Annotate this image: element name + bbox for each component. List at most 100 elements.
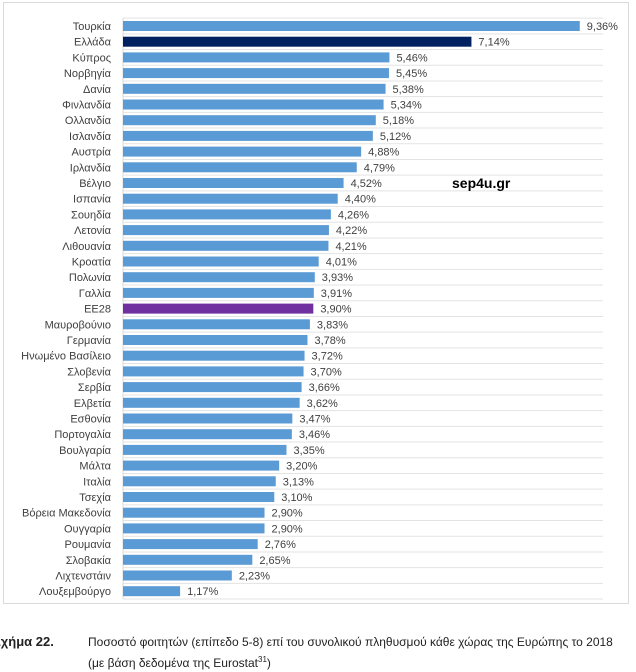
category-label: Νορβηγία — [64, 68, 112, 80]
category-label: Πολωνία — [69, 272, 112, 284]
category-label: Ισπανία — [73, 194, 112, 206]
caption-text: Ποσοστό φοιτητών (επίπεδο 5-8) επί του σ… — [88, 635, 613, 670]
data-label: 4,40% — [345, 194, 376, 206]
category-label: Σουηδία — [71, 209, 112, 221]
data-label: 2,90% — [272, 523, 303, 535]
watermark: sep4u.gr — [452, 175, 511, 191]
bar — [123, 444, 287, 455]
bar — [123, 586, 181, 597]
data-label: 3,46% — [299, 429, 330, 441]
caption-close: ) — [266, 656, 271, 670]
category-label: Ιταλία — [83, 476, 112, 488]
category-label: Λιχτενστάιν — [55, 571, 111, 583]
data-label: 4,22% — [336, 225, 367, 237]
bar — [123, 319, 310, 330]
data-label: 5,38% — [393, 84, 424, 96]
category-label: Σλοβακία — [66, 555, 112, 567]
bar — [123, 287, 314, 298]
bar — [123, 209, 331, 220]
category-label: Φινλανδία — [62, 100, 111, 112]
data-label: 3,10% — [281, 492, 312, 504]
bar — [123, 554, 253, 565]
data-label: 4,88% — [368, 147, 399, 159]
category-label: Μάλτα — [79, 461, 111, 473]
data-label: 7,14% — [478, 37, 509, 49]
chart-frame — [3, 2, 629, 604]
bar — [123, 570, 232, 581]
data-label: 5,46% — [396, 52, 427, 64]
bar — [123, 256, 319, 267]
data-label: 5,34% — [391, 100, 422, 112]
figure-number: Σχήμα 22. — [0, 634, 54, 649]
data-label: 5,18% — [383, 115, 414, 127]
category-label: Γαλλία — [79, 288, 112, 300]
category-label: Λιθουανία — [62, 241, 111, 253]
bar — [123, 366, 304, 377]
data-label: 9,36% — [587, 21, 618, 33]
bar-chart: Τουρκία 9,36% Ελλάδα 7,14% Κύπρος 5,46% Νορβηγ… — [21, 17, 618, 600]
category-label: Πορτογαλία — [54, 429, 111, 441]
bar — [123, 460, 280, 471]
data-label: 2,76% — [265, 539, 296, 551]
category-label: Ηνωμένο Βασίλειο — [21, 351, 111, 363]
category-label: ΕΕ28 — [84, 304, 111, 316]
data-label: 3,93% — [322, 272, 353, 284]
figure-caption: Ποσοστό φοιτητών (επίπεδο 5-8) επί του σ… — [88, 634, 628, 672]
data-label: 3,47% — [299, 414, 330, 426]
category-label: Λετονία — [74, 225, 112, 237]
bar — [123, 68, 389, 79]
category-label: Τουρκία — [73, 21, 112, 33]
bar — [123, 303, 314, 314]
category-label: Αυστρία — [71, 147, 111, 159]
data-label: 3,90% — [320, 304, 351, 316]
bar — [123, 397, 300, 408]
bar — [123, 523, 265, 534]
category-label: Σλοβενία — [67, 366, 111, 378]
bar — [123, 225, 329, 236]
category-label: Λουξεμβούργο — [39, 586, 111, 598]
data-label: 4,52% — [351, 178, 382, 190]
category-label: Βέλγιο — [79, 178, 111, 190]
category-label: Κροατία — [72, 257, 112, 269]
data-label: 1,17% — [187, 586, 218, 598]
data-label: 3,35% — [293, 445, 324, 457]
data-label: 3,20% — [286, 461, 317, 473]
category-label: Σερβία — [78, 382, 112, 394]
data-label: 3,70% — [311, 366, 342, 378]
bar — [123, 146, 362, 157]
bar — [123, 83, 386, 94]
bar — [123, 130, 373, 141]
data-label: 3,78% — [314, 335, 345, 347]
data-label: 4,21% — [335, 241, 366, 253]
category-label: Ισλανδία — [69, 131, 112, 143]
category-label: Βόρεια Μακεδονία — [22, 508, 112, 520]
bar — [123, 272, 315, 283]
bar — [123, 178, 344, 188]
category-label: Ελβετία — [74, 398, 112, 410]
category-label: Ολλανδία — [65, 115, 112, 127]
category-label: Εσθονία — [70, 414, 111, 426]
data-label: 2,23% — [239, 571, 270, 583]
data-label: 3,66% — [309, 382, 340, 394]
data-label: 4,79% — [364, 162, 395, 174]
category-label: Ρουμανία — [65, 539, 112, 551]
category-label: Τσεχία — [79, 492, 111, 504]
data-label: 3,72% — [312, 351, 343, 363]
bar — [123, 99, 384, 110]
bar — [123, 240, 329, 251]
data-label: 4,01% — [326, 257, 357, 269]
bar — [123, 350, 305, 361]
bar — [123, 476, 276, 487]
bar — [123, 492, 275, 502]
category-label: Ιρλανδία — [70, 162, 112, 174]
caption-footnote: 31 — [258, 655, 267, 664]
data-label: 5,12% — [380, 131, 411, 143]
bar — [123, 36, 472, 47]
bar — [123, 52, 390, 63]
data-label: 4,26% — [338, 209, 369, 221]
data-label: 2,65% — [259, 555, 290, 567]
category-label: Βουλγαρία — [59, 445, 112, 457]
bar — [123, 193, 338, 204]
bar — [123, 539, 258, 550]
data-label: 5,45% — [396, 68, 427, 80]
